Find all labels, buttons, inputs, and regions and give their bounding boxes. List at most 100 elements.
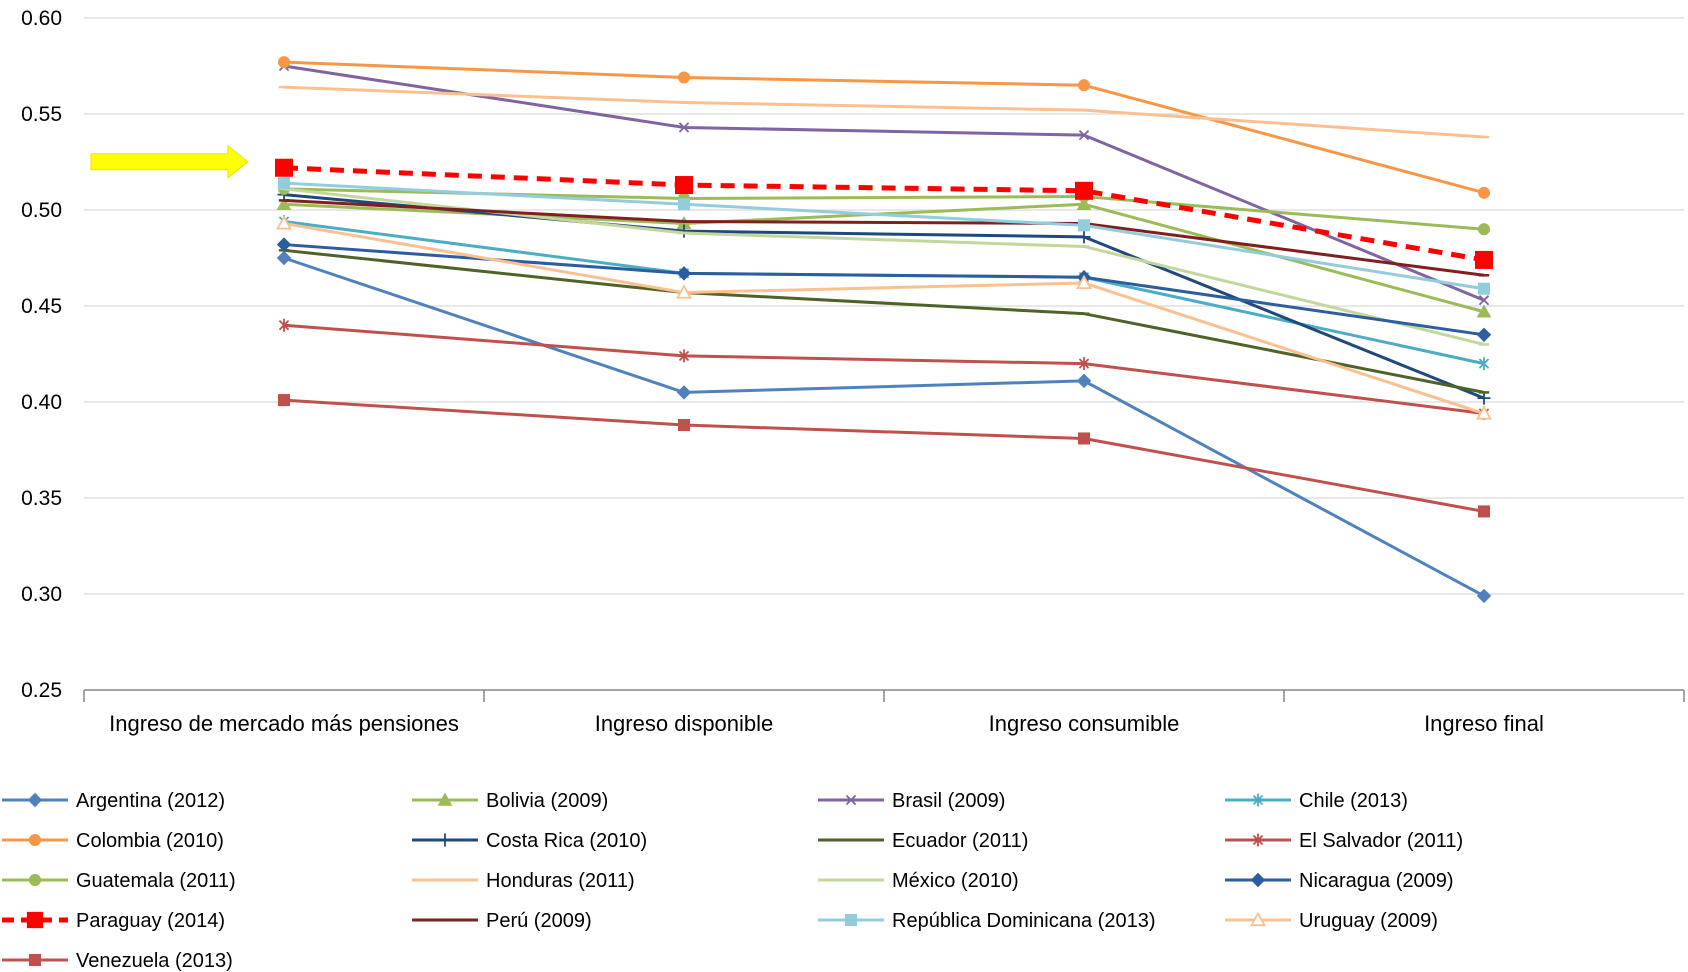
legend-label: Costa Rica (2010) (486, 830, 647, 852)
legend-swatch-marker (26, 911, 44, 929)
legend-swatch-marker (845, 794, 857, 806)
chart-gridlines (84, 17, 1684, 595)
data-point (276, 196, 292, 210)
y-axis-tick-labels: 0.25 0.30 0.35 0.40 0.45 0.50 0.55 0.60 (21, 7, 62, 702)
series-line (283, 248, 1485, 394)
legend-item: Brasil (2009) (818, 790, 1005, 812)
y-tick-label: 0.40 (21, 391, 62, 414)
legend-item: Paraguay (2014) (2, 910, 225, 932)
highlight-arrow (90, 144, 249, 179)
data-point (1478, 295, 1490, 306)
legend-item: Costa Rica (2010) (412, 830, 647, 852)
y-tick-label: 0.25 (21, 679, 62, 702)
y-tick-label: 0.30 (21, 583, 62, 606)
legend-item: Nicaragua (2009) (1225, 870, 1454, 892)
data-point (1477, 505, 1491, 518)
x-axis-tick-labels: Ingreso de mercado más pensiones Ingreso … (109, 711, 1544, 736)
series-república-dominicana-2013 (277, 177, 1491, 295)
legend-swatch-marker (1252, 833, 1264, 847)
data-point (275, 215, 293, 230)
x-tick-label: Ingreso disponible (595, 711, 774, 736)
series-el-salvador-2011 (278, 318, 1490, 421)
data-point (275, 158, 293, 177)
series-honduras-2011 (278, 85, 1490, 139)
legend-item: Perú (2009) (412, 910, 592, 932)
legend-item: Ecuador (2011) (818, 830, 1028, 852)
legend-item: Bolivia (2009) (412, 790, 608, 812)
legend-label: Bolivia (2009) (486, 790, 608, 812)
legend-swatch-marker (438, 833, 452, 847)
data-point (276, 237, 292, 252)
legend-label: República Dominicana (2013) (892, 910, 1155, 932)
chart-axes (83, 689, 1685, 702)
y-tick-label: 0.35 (21, 487, 62, 510)
legend-label: Honduras (2011) (486, 870, 635, 892)
data-point (1075, 181, 1093, 200)
legend-label: México (2010) (892, 870, 1019, 892)
highlight-arrow-shape (90, 144, 249, 179)
data-point (1477, 282, 1491, 295)
y-tick-label: 0.60 (21, 7, 62, 30)
legend-label: Colombia (2010) (76, 830, 224, 852)
series-venezuela-2013 (277, 394, 1491, 518)
data-point (677, 198, 691, 211)
series-costa-rica-2010 (277, 188, 1491, 405)
legend-swatch-marker (1252, 793, 1264, 807)
y-tick-label: 0.45 (21, 295, 62, 318)
data-point (678, 349, 690, 363)
legend-swatch-marker (844, 913, 858, 927)
legend-item: República Dominicana (2013) (818, 910, 1155, 932)
y-tick-label: 0.50 (21, 199, 62, 222)
legend-label: Nicaragua (2009) (1299, 870, 1454, 892)
data-point (675, 284, 693, 299)
x-tick-label: Ingreso final (1424, 711, 1544, 736)
series-line (283, 181, 1485, 291)
legend-label: Guatemala (2011) (76, 870, 236, 892)
legend-item: Honduras (2011) (412, 870, 635, 892)
data-point (277, 177, 291, 190)
data-point (1076, 196, 1092, 210)
chart-series (275, 56, 1493, 604)
legend-item: Venezuela (2013) (2, 950, 233, 972)
legend-swatch-marker (28, 873, 42, 887)
series-line (283, 221, 1485, 415)
data-point (1078, 129, 1090, 141)
data-point (677, 419, 691, 432)
data-point (1476, 327, 1492, 343)
series-line (283, 398, 1485, 513)
chart-legend: Argentina (2012) Bolivia (2009) Brasil (20… (2, 790, 1463, 972)
data-point (1076, 373, 1092, 389)
legend-item: Guatemala (2011) (2, 870, 236, 892)
data-point (276, 250, 292, 266)
series-line (283, 243, 1485, 337)
legend-label: Perú (2009) (486, 910, 592, 932)
series-uruguay-2009 (275, 215, 1493, 420)
series-line (283, 165, 1485, 263)
legend-item: Colombia (2010) (2, 830, 224, 852)
legend-label: Venezuela (2013) (76, 950, 233, 972)
x-tick-label: Ingreso de mercado más pensiones (109, 711, 459, 736)
data-point (1075, 274, 1093, 290)
series-line (283, 193, 1485, 400)
legend-label: Uruguay (2009) (1299, 910, 1438, 932)
series-colombia-2010 (277, 56, 1491, 199)
data-point (675, 176, 693, 195)
legend-label: Chile (2013) (1299, 790, 1408, 812)
legend-item: Uruguay (2009) (1225, 910, 1438, 932)
data-point (676, 385, 692, 400)
legend-label: Paraguay (2014) (76, 910, 225, 932)
data-point (277, 394, 291, 407)
x-tick-label: Ingreso consumible (989, 711, 1180, 736)
series-ecuador-2011 (278, 248, 1490, 394)
legend-swatch-marker (28, 953, 42, 967)
legend-swatch-marker (1249, 911, 1267, 927)
series-line (283, 85, 1485, 139)
legend-label: Ecuador (2011) (892, 830, 1028, 852)
data-point (1475, 405, 1493, 420)
data-point (1077, 432, 1091, 445)
data-point (1476, 588, 1492, 604)
legend-swatch-marker (1250, 872, 1266, 888)
series-line (283, 198, 1485, 277)
data-point (1478, 357, 1490, 371)
series-line (283, 256, 1485, 598)
